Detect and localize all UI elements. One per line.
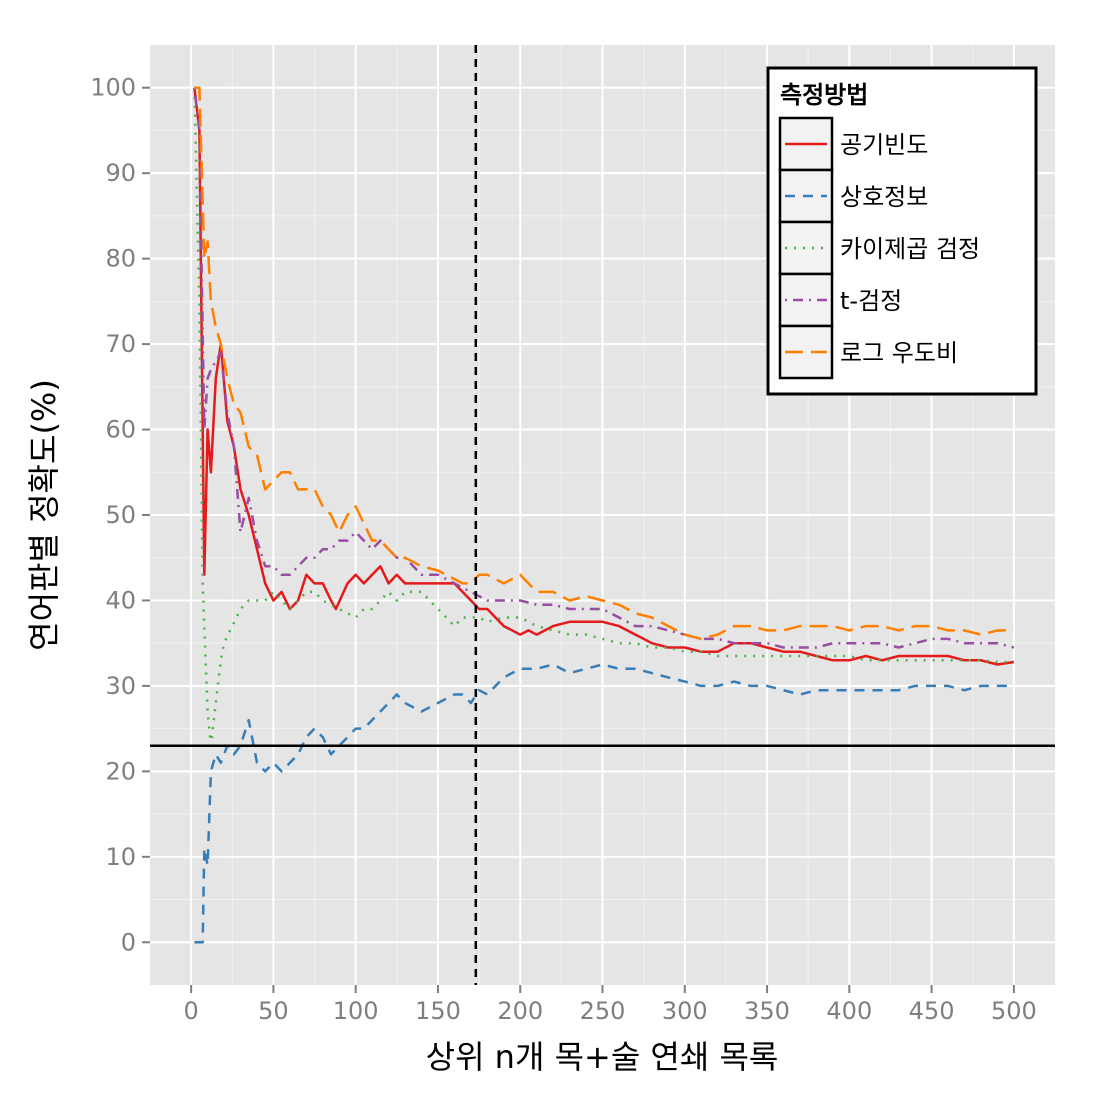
series-line	[194, 663, 1014, 944]
y-tick-label: 80	[105, 245, 136, 273]
y-tick-label: 60	[105, 416, 136, 444]
legend-label: 공기빈도	[840, 131, 928, 159]
x-tick-label: 200	[497, 997, 543, 1025]
series-lines	[193, 86, 1015, 944]
x-tick-label: 150	[415, 997, 461, 1025]
x-tick-label: 0	[183, 997, 198, 1025]
y-tick-label: 100	[90, 74, 136, 102]
x-axis-title: 상위 n개 목+술 연쇄 목록	[426, 1038, 779, 1076]
y-tick-label: 90	[105, 159, 136, 187]
x-tick-label: 250	[580, 997, 626, 1025]
legend-title: 측정방법	[780, 81, 868, 109]
x-tick-label: 400	[826, 997, 872, 1025]
legend-label: 상호정보	[840, 183, 928, 211]
y-tick-label: 10	[105, 843, 136, 871]
x-tick-label: 450	[909, 997, 955, 1025]
x-tick-label: 350	[744, 997, 790, 1025]
y-axis-title: 연어판별 정확도(%)	[25, 379, 63, 651]
legend-key	[778, 220, 834, 276]
series-line	[193, 87, 1015, 666]
y-axis-ticks: 0 10 20 30 40 50 60 70 80 90 100	[90, 74, 150, 956]
x-tick-label: 500	[991, 997, 1037, 1025]
series-line	[194, 86, 1014, 641]
x-axis-ticks: 0 50 100 150 200 250 300 350 400 450 500	[183, 985, 1037, 1025]
y-tick-label: 40	[105, 586, 136, 614]
y-tick-label: 20	[105, 757, 136, 785]
legend-label: 카이제곱 검정	[840, 235, 980, 263]
x-tick-label: 50	[258, 997, 289, 1025]
y-tick-label: 0	[121, 928, 136, 956]
legend-label: t-검정	[840, 287, 902, 315]
x-tick-label: 300	[662, 997, 708, 1025]
y-tick-label: 30	[105, 672, 136, 700]
reference-lines	[150, 45, 1055, 985]
y-tick-label: 50	[105, 501, 136, 529]
x-tick-label: 100	[333, 997, 379, 1025]
y-tick-label: 70	[105, 330, 136, 358]
legend-label: 로그 우도비	[840, 339, 958, 367]
